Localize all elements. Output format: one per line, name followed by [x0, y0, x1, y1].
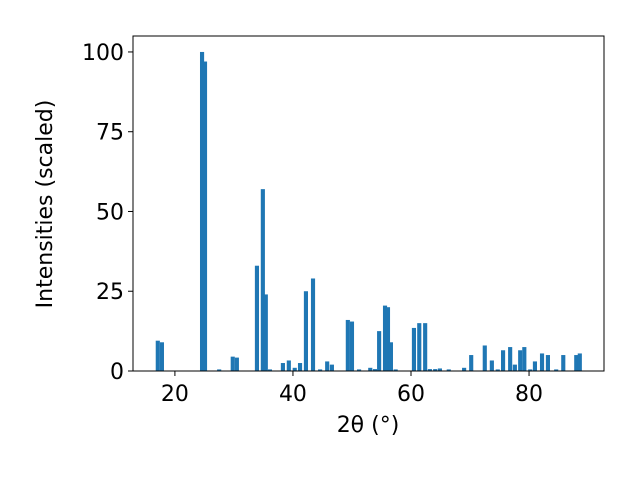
bar	[267, 369, 272, 371]
bar	[329, 364, 334, 371]
bar	[318, 369, 323, 371]
bar	[159, 342, 164, 371]
bar	[155, 340, 160, 371]
bar	[518, 350, 523, 371]
bar	[501, 350, 506, 371]
y-axis-label: Intensities (scaled)	[33, 100, 58, 309]
bar	[310, 278, 316, 371]
bar	[202, 61, 208, 372]
bar	[437, 368, 442, 371]
bar	[532, 361, 538, 371]
bar	[539, 353, 545, 371]
bar	[297, 363, 303, 371]
bar	[512, 364, 517, 371]
y-tick-label: 50	[96, 200, 124, 225]
bar	[393, 369, 398, 371]
bar	[554, 369, 559, 371]
bar	[382, 305, 388, 371]
bar	[427, 369, 432, 371]
bar	[574, 355, 579, 371]
bar	[423, 323, 428, 371]
plot-frame	[132, 35, 605, 372]
bar	[372, 369, 378, 371]
bar	[345, 319, 350, 371]
bar	[356, 369, 362, 371]
bar	[280, 363, 285, 371]
bar	[462, 367, 467, 371]
bar	[545, 355, 550, 371]
x-tick-label: 20	[161, 382, 189, 407]
bar	[377, 331, 382, 371]
bar	[388, 342, 393, 371]
bar	[325, 361, 330, 371]
bar	[433, 369, 438, 371]
y-tick-label: 75	[96, 121, 124, 146]
bar	[482, 345, 487, 371]
bar	[234, 357, 239, 371]
bar	[411, 327, 417, 371]
bar	[508, 347, 513, 371]
bar	[577, 353, 582, 371]
bar	[254, 265, 260, 371]
x-tick-label: 80	[515, 382, 543, 407]
x-axis-label: 2θ (°)	[337, 413, 400, 438]
bar	[286, 360, 291, 371]
bar	[469, 355, 474, 371]
bar	[489, 360, 494, 371]
y-tick-label: 25	[96, 280, 124, 305]
bar	[230, 356, 235, 371]
bar	[495, 369, 500, 371]
bar	[303, 291, 309, 371]
x-tick-label: 40	[279, 382, 307, 407]
bar	[349, 321, 355, 371]
bar	[260, 189, 265, 371]
bar	[263, 294, 268, 371]
y-tick-label: 100	[82, 41, 124, 66]
bar	[522, 347, 527, 371]
bar	[528, 369, 533, 371]
bar	[199, 51, 205, 371]
bar	[217, 369, 222, 371]
bar	[446, 369, 451, 371]
bar	[292, 367, 297, 371]
x-tick-label: 60	[397, 382, 425, 407]
bar	[561, 355, 566, 371]
y-tick-label: 0	[110, 360, 124, 385]
bar	[417, 323, 422, 371]
bar	[368, 367, 373, 371]
bar	[385, 307, 391, 371]
